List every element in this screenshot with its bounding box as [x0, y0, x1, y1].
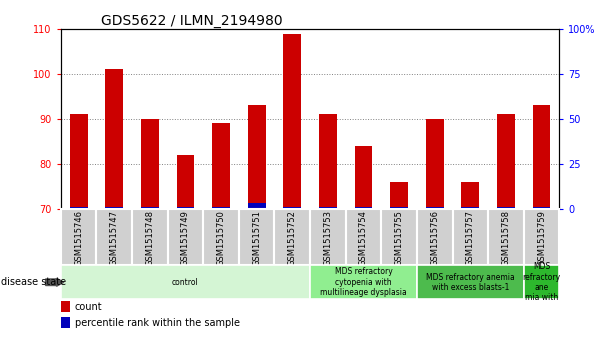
Bar [354, 146, 372, 209]
Bar [354, 207, 372, 209]
Bar [417, 265, 523, 299]
Bar [176, 207, 195, 209]
Bar [61, 209, 97, 265]
Bar [533, 207, 550, 209]
Bar [452, 209, 488, 265]
Bar [97, 209, 132, 265]
Text: GSM1515754: GSM1515754 [359, 211, 368, 266]
Bar [523, 265, 559, 299]
Bar [319, 114, 337, 209]
Bar [247, 203, 266, 209]
Bar [346, 209, 381, 265]
Text: GSM1515749: GSM1515749 [181, 211, 190, 266]
Bar [61, 301, 70, 312]
Bar [132, 209, 168, 265]
Bar [141, 119, 159, 209]
Text: MDS refractory
cytopenia with
multilineage dysplasia: MDS refractory cytopenia with multilinea… [320, 267, 407, 297]
Bar [533, 105, 550, 209]
Bar [141, 207, 159, 209]
Text: GSM1515746: GSM1515746 [74, 211, 83, 266]
Text: GSM1515756: GSM1515756 [430, 211, 439, 266]
Bar [488, 209, 523, 265]
Bar [212, 123, 230, 209]
Bar [105, 207, 123, 209]
Text: GSM1515753: GSM1515753 [323, 211, 333, 266]
Bar [61, 317, 70, 328]
Bar [283, 33, 301, 209]
Bar [461, 207, 479, 209]
Bar [274, 209, 310, 265]
Text: GSM1515759: GSM1515759 [537, 211, 546, 266]
Bar [168, 209, 203, 265]
Text: percentile rank within the sample: percentile rank within the sample [75, 318, 240, 328]
Bar [523, 209, 559, 265]
Text: GSM1515757: GSM1515757 [466, 211, 475, 266]
Text: count: count [75, 302, 102, 311]
Text: GSM1515747: GSM1515747 [109, 211, 119, 266]
Bar [310, 209, 346, 265]
Bar [310, 265, 417, 299]
Bar [426, 119, 444, 209]
Bar [497, 207, 515, 209]
Text: MDS
refractory
ane
mia with: MDS refractory ane mia with [522, 262, 561, 302]
Text: GSM1515750: GSM1515750 [216, 211, 226, 266]
Bar [239, 209, 274, 265]
Text: control: control [172, 278, 199, 287]
Bar [283, 207, 301, 209]
Bar [176, 155, 195, 209]
Bar [426, 207, 444, 209]
Bar [61, 265, 310, 299]
Text: GSM1515758: GSM1515758 [502, 211, 511, 266]
Bar [105, 69, 123, 209]
Text: GSM1515748: GSM1515748 [145, 211, 154, 266]
Text: disease state: disease state [1, 277, 66, 287]
Text: GSM1515755: GSM1515755 [395, 211, 404, 266]
Bar [497, 114, 515, 209]
Bar [319, 207, 337, 209]
Bar [390, 207, 408, 209]
Bar [461, 182, 479, 209]
Bar [212, 207, 230, 209]
Text: GDS5622 / ILMN_2194980: GDS5622 / ILMN_2194980 [101, 14, 282, 28]
Bar [390, 182, 408, 209]
Bar [70, 207, 88, 209]
Text: GSM1515751: GSM1515751 [252, 211, 261, 266]
Bar [417, 209, 452, 265]
Bar [247, 105, 266, 209]
Bar [203, 209, 239, 265]
Text: MDS refractory anemia
with excess blasts-1: MDS refractory anemia with excess blasts… [426, 273, 515, 292]
Text: GSM1515752: GSM1515752 [288, 211, 297, 266]
Bar [70, 114, 88, 209]
Bar [381, 209, 417, 265]
